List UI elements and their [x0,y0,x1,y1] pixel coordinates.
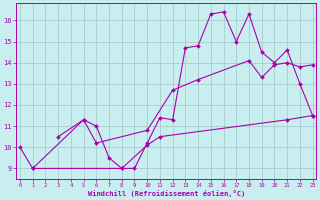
X-axis label: Windchill (Refroidissement éolien,°C): Windchill (Refroidissement éolien,°C) [88,190,245,197]
